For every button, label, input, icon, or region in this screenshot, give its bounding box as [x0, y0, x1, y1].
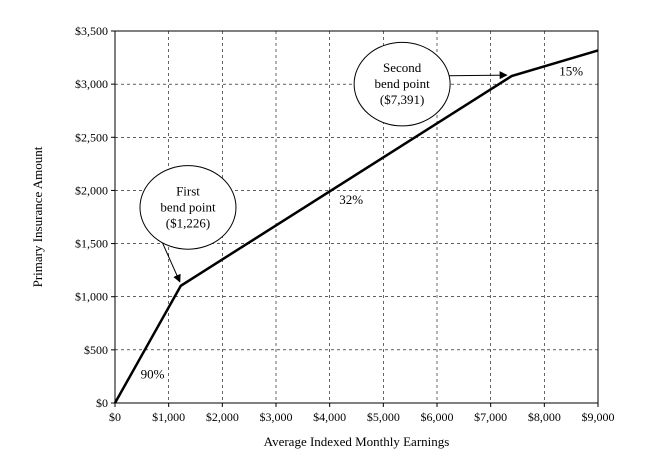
y-tick-label: $0	[96, 396, 108, 410]
segment-rate-label: 32%	[339, 192, 363, 207]
callout-text-line: Second	[383, 60, 422, 75]
callout-text-line: ($7,391)	[380, 92, 424, 107]
segment-labels: 90% 32% 15%	[141, 64, 584, 382]
x-tick-label: $5,000	[367, 410, 400, 424]
y-tick-label: $3,000	[75, 77, 108, 91]
y-axis-ticks: $0 $500 $1,000 $1,500 $2,000 $2,500 $3,000 $3,5…	[75, 24, 115, 410]
y-tick-label: $1,000	[75, 290, 108, 304]
plot-frame	[114, 30, 599, 404]
y-tick-label: $500	[84, 343, 108, 357]
x-tick-label: $4,000	[313, 410, 346, 424]
x-tick-label: $9,000	[582, 410, 615, 424]
segment-rate-label: 90%	[141, 367, 165, 382]
y-tick-label: $3,500	[75, 24, 108, 38]
callout-bubble	[139, 165, 237, 250]
x-tick-label: $0	[109, 410, 121, 424]
callout-text-line: First	[176, 183, 200, 198]
x-tick-label: $3,000	[260, 410, 293, 424]
x-tick-label: $1,000	[152, 410, 185, 424]
x-tick-label: $7,000	[474, 410, 507, 424]
x-tick-label: $6,000	[421, 410, 454, 424]
callout-arrow	[161, 240, 181, 283]
callout-arrow	[447, 71, 508, 80]
segment-rate-label: 15%	[559, 64, 583, 79]
y-axis-title: Primary Insurance Amount	[30, 146, 45, 287]
x-axis-title: Average Indexed Monthly Earnings	[264, 434, 450, 449]
callout-text-line: bend point	[374, 76, 430, 91]
callout-bubble	[353, 41, 451, 127]
callout-text-line: bend point	[160, 199, 216, 214]
y-tick-label: $2,000	[75, 183, 108, 197]
series-layer	[113, 49, 599, 404]
pia-formula-line	[113, 49, 599, 404]
x-axis-ticks: $0 $1,000 $2,000 $3,000 $4,000 $5,000 $6,000 $7…	[109, 403, 615, 424]
callout-text-line: ($1,226)	[166, 215, 210, 230]
x-tick-label: $8,000	[528, 410, 561, 424]
y-tick-label: $2,500	[75, 130, 108, 144]
y-tick-label: $1,500	[75, 237, 108, 251]
x-tick-label: $2,000	[206, 410, 239, 424]
